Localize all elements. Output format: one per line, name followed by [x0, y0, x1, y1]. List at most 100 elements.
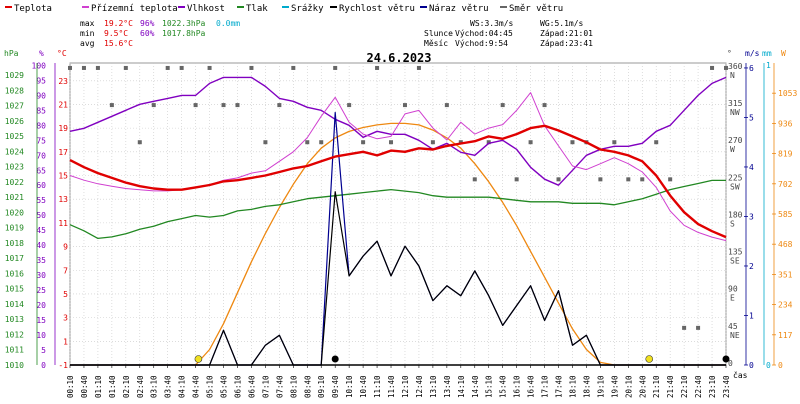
winddir-point — [305, 140, 310, 145]
winddir-point — [402, 103, 407, 108]
wind-ws: WS:3.3m/s — [470, 19, 514, 28]
solar-series-line — [70, 122, 726, 366]
x-tick-label: 05:40 — [220, 375, 229, 398]
x-tick-label: 06:40 — [247, 375, 256, 398]
x-tick-label: 14:10 — [457, 375, 466, 398]
x-tick-label: 08:10 — [289, 375, 298, 398]
winddir-point — [151, 103, 156, 108]
humidity-tick-label: 75 — [36, 136, 46, 145]
series-layer — [68, 65, 730, 366]
winddir-point — [137, 140, 142, 145]
x-tick-label: 10:10 — [345, 375, 354, 398]
stats-avg-temp: 15.6°C — [104, 39, 133, 48]
x-tick-label: 11:10 — [373, 375, 382, 398]
pressure-tick-label: 1013 — [5, 315, 24, 324]
winddir-point — [81, 65, 86, 70]
humidity-tick-label: 5 — [41, 346, 46, 355]
temp-tick-label: 19 — [58, 124, 68, 133]
x-tick-label: 01:40 — [108, 375, 117, 398]
unit-degc: °C — [57, 49, 67, 58]
winddir-compass-label: NE — [730, 331, 740, 340]
winddir-point — [179, 65, 184, 70]
legend-item-ground: Přízemní teplota — [91, 4, 178, 14]
x-tick-label: 13:40 — [443, 375, 452, 398]
x-tick-label: 17:10 — [541, 375, 550, 398]
winddir-point — [263, 140, 268, 145]
winddir-point — [319, 140, 324, 145]
winddir-point — [375, 65, 380, 70]
legend-swatch-rain — [282, 6, 289, 8]
x-tick-label: 22:10 — [680, 375, 689, 398]
x-tick-label: 15:10 — [485, 375, 494, 398]
legend-item-hum: Vlhkost — [187, 4, 225, 14]
winddir-point — [235, 103, 240, 108]
pressure-tick-label: 1020 — [5, 208, 24, 217]
x-tick-label: 10:40 — [359, 375, 368, 398]
axis-unit-labels: hPa % °C ° m/s mm W čas — [4, 49, 786, 380]
winddir-point — [95, 65, 100, 70]
x-tick-label: 22:40 — [694, 375, 703, 398]
solar-tick-label: 234 — [778, 301, 793, 310]
humidity-tick-label: 85 — [36, 106, 46, 115]
winddir-point — [598, 177, 603, 182]
stats-min-press: 1017.8hPa — [162, 29, 206, 38]
winddir-point — [682, 325, 687, 330]
x-tick-label: 03:40 — [164, 375, 173, 398]
humidity-tick-label: 20 — [36, 301, 46, 310]
winddir-point — [430, 140, 435, 145]
rain-tick-label: 0 — [766, 361, 771, 370]
stats-max-temp: 19.2°C — [104, 19, 133, 28]
humidity-tick-label: 95 — [36, 76, 46, 85]
winddir-point — [277, 103, 282, 108]
solar-tick-label: 819 — [778, 150, 793, 159]
temp-tick-label: 9 — [63, 243, 68, 252]
temp-tick-label: -1 — [58, 361, 68, 370]
humidity-tick-label: 55 — [36, 196, 46, 205]
x-tick-label: 21:40 — [666, 375, 675, 398]
x-tick-label: 12:10 — [401, 375, 410, 398]
stats-max-hum: 96% — [140, 19, 155, 28]
x-tick-label: 14:40 — [471, 375, 480, 398]
wind-tick-label: 2 — [749, 262, 754, 271]
x-tick-label: 15:40 — [499, 375, 508, 398]
x-tick-label: 17:40 — [555, 375, 564, 398]
wind-tick-label: 0 — [749, 361, 754, 370]
plot-frame — [69, 62, 727, 366]
winddir-point — [654, 140, 659, 145]
pressure-tick-label: 1016 — [5, 269, 24, 278]
sunrise-marker — [194, 355, 203, 363]
humidity-tick-label: 30 — [36, 271, 46, 280]
ground-temp-series-line — [69, 92, 727, 242]
pressure-tick-label: 1029 — [5, 71, 24, 80]
humidity-tick-label: 25 — [36, 286, 46, 295]
humidity-tick-label: 65 — [36, 166, 46, 175]
x-tick-label: 00:40 — [80, 375, 89, 398]
pressure-tick-label: 1028 — [5, 86, 24, 95]
winddir-point — [668, 177, 673, 182]
temp-tick-label: 5 — [63, 290, 68, 299]
winddir-point — [291, 65, 296, 70]
winddir-point — [444, 103, 449, 108]
x-tick-label: 16:40 — [527, 375, 536, 398]
solar-tick-label: 585 — [778, 210, 793, 219]
winddir-point — [528, 140, 533, 145]
x-tick-label: 02:10 — [122, 375, 131, 398]
winddir-point — [249, 65, 254, 70]
temp-tick-label: 11 — [58, 219, 68, 228]
humidity-tick-label: 60 — [36, 181, 46, 190]
x-tick-label: 02:40 — [136, 375, 145, 398]
unit-deg: ° — [727, 49, 732, 58]
x-tick-label: 21:10 — [652, 375, 661, 398]
humidity-tick-label: 15 — [36, 316, 46, 325]
winddir-compass-label: E — [730, 294, 735, 303]
pressure-tick-label: 1015 — [5, 285, 24, 294]
legend-swatch-gust — [420, 6, 427, 8]
unit-hpa: hPa — [4, 49, 19, 58]
pressure-tick-label: 1019 — [5, 224, 24, 233]
stats-max-label: max — [80, 19, 95, 28]
solar-tick-label: 936 — [778, 119, 793, 128]
pressure-tick-label: 1018 — [5, 239, 24, 248]
x-tick-label: 16:10 — [513, 375, 522, 398]
stats-block: max 19.2°C 96% 1022.3hPa 0.0mm min 9.5°C… — [80, 19, 240, 48]
